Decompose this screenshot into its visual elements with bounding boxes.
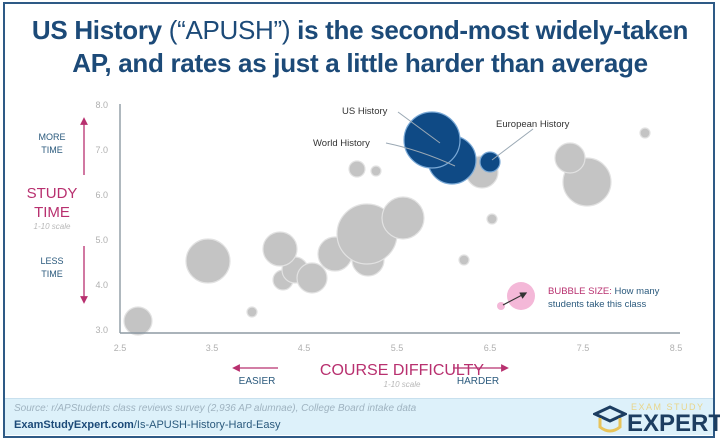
bubble-size-legend: BUBBLE SIZE: How many students take this… bbox=[497, 282, 660, 310]
label-us-history: US History bbox=[342, 106, 388, 117]
svg-text:BUBBLE SIZE: How many: BUBBLE SIZE: How many bbox=[548, 286, 660, 297]
bubble-us-history bbox=[403, 111, 461, 169]
x-tick-labels: 2.5 3.5 4.5 5.5 6.5 7.5 8.5 bbox=[114, 343, 683, 353]
bubble bbox=[296, 262, 328, 294]
legend-description: students take this class bbox=[548, 299, 646, 310]
x-tick: 8.5 bbox=[670, 343, 683, 353]
bubble bbox=[554, 142, 586, 174]
bubble bbox=[381, 196, 425, 240]
x-axis-title: COURSE DIFFICULTY bbox=[320, 362, 484, 379]
legend-small-bubble bbox=[497, 302, 505, 310]
bubble bbox=[370, 165, 382, 177]
y-axis-scale: 1-10 scale bbox=[34, 222, 71, 231]
chart-title: US History (“APUSH”) is the second-most … bbox=[0, 14, 720, 80]
bubble-labels: US History World History European Histor… bbox=[313, 106, 570, 149]
harder-label: HARDER bbox=[457, 376, 499, 387]
bubble bbox=[185, 238, 231, 284]
svg-text:TIME: TIME bbox=[41, 145, 63, 155]
label-european-history: European History bbox=[496, 119, 570, 130]
source-note: Source: r/APStudents class reviews surve… bbox=[14, 403, 417, 414]
bubble bbox=[639, 127, 651, 139]
y-tick-labels: 8.0 7.0 6.0 5.0 4.0 3.0 bbox=[95, 100, 108, 335]
x-axis-scale: 1-10 scale bbox=[384, 380, 421, 389]
title-line-2: AP, and rates as just a little harder th… bbox=[72, 48, 648, 78]
y-tick: 3.0 bbox=[95, 325, 108, 335]
graduation-cap-icon bbox=[593, 405, 627, 433]
less-time-label: LESS bbox=[40, 256, 63, 266]
axes bbox=[119, 104, 680, 334]
y-tick: 8.0 bbox=[95, 100, 108, 110]
exam-study-expert-logo: EXAM STUDY EXPERT bbox=[585, 401, 720, 437]
y-tick: 5.0 bbox=[95, 235, 108, 245]
x-tick: 2.5 bbox=[114, 343, 127, 353]
svg-text:TIME: TIME bbox=[41, 269, 63, 279]
y-axis-title: STUDY bbox=[27, 185, 78, 202]
bubble-european-history bbox=[479, 151, 501, 173]
y-tick: 4.0 bbox=[95, 280, 108, 290]
easier-label: EASIER bbox=[239, 376, 276, 387]
leader-lines bbox=[385, 111, 534, 167]
x-tick: 4.5 bbox=[298, 343, 311, 353]
title-line-1: US History (“APUSH”) is the second-most … bbox=[31, 15, 689, 45]
bubble bbox=[486, 213, 498, 225]
footer: Source: r/APStudents class reviews surve… bbox=[5, 398, 720, 437]
bubble bbox=[458, 254, 470, 266]
bubble bbox=[262, 231, 298, 267]
y-tick: 6.0 bbox=[95, 190, 108, 200]
bubble bbox=[123, 306, 153, 336]
more-time-label: MORE bbox=[39, 132, 66, 142]
gray-bubbles bbox=[123, 127, 651, 336]
source-link[interactable]: ExamStudyExpert.com/Is-APUSH-History-Har… bbox=[14, 419, 281, 431]
x-axis-annotation: EASIER COURSE DIFFICULTY 1-10 scale HARD… bbox=[232, 362, 509, 389]
x-tick: 6.5 bbox=[484, 343, 497, 353]
highlight-bubbles bbox=[403, 111, 501, 185]
legend-key: BUBBLE SIZE: bbox=[548, 286, 612, 297]
bubble-chart: 8.0 7.0 6.0 5.0 4.0 3.0 2.5 3.5 4.5 5.5 … bbox=[27, 100, 683, 389]
x-tick: 3.5 bbox=[206, 343, 219, 353]
bubble bbox=[246, 306, 258, 318]
x-tick: 5.5 bbox=[391, 343, 404, 353]
y-axis-annotation: MORE TIME STUDY TIME 1-10 scale LESS TIM… bbox=[27, 117, 88, 304]
bubble bbox=[348, 160, 366, 178]
y-tick: 7.0 bbox=[95, 145, 108, 155]
label-world-history: World History bbox=[313, 138, 370, 149]
svg-text:TIME: TIME bbox=[34, 204, 70, 221]
x-tick: 7.5 bbox=[577, 343, 590, 353]
